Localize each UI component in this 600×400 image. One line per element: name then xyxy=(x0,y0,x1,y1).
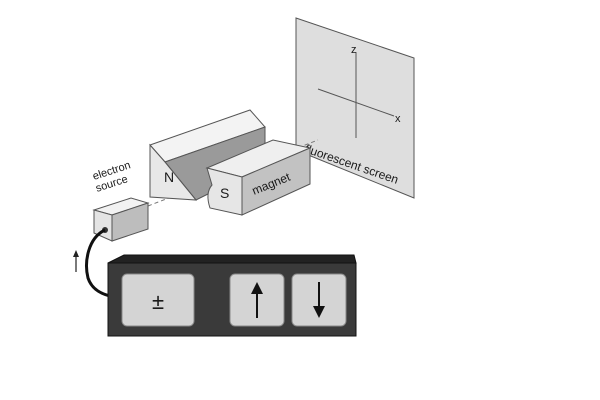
z-axis-label: z xyxy=(351,44,357,56)
arrow-up-button[interactable] xyxy=(229,273,285,327)
arrow-up-icon xyxy=(251,282,263,318)
x-axis-label: x xyxy=(395,113,401,125)
plus-minus-icon: ± xyxy=(152,289,164,314)
x-axis-line xyxy=(317,88,395,117)
plus-minus-button[interactable]: ± xyxy=(121,273,195,327)
magnet-south-pole: S magnet xyxy=(205,139,312,216)
cable xyxy=(85,228,111,298)
magnet-south-label: S xyxy=(220,185,229,201)
magnet-north-pole: N xyxy=(149,109,266,201)
fluorescent-screen: z x fluorescent screen xyxy=(295,17,415,199)
current-arrow-icon xyxy=(73,250,79,272)
magnet-north-label: N xyxy=(164,169,174,185)
arrow-down-button[interactable] xyxy=(291,273,347,327)
arrow-down-icon xyxy=(313,282,325,318)
electron-source: electron source xyxy=(91,159,150,242)
